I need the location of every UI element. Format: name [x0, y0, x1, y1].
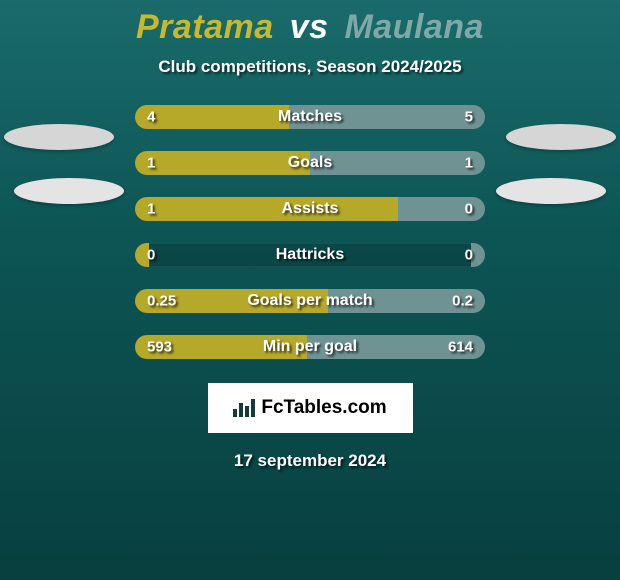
stat-bar-left [135, 197, 398, 221]
stat-bar-right [398, 197, 486, 221]
stats-container: 45Matches 11Goals 10Assists 00Hattricks 0.25… [135, 105, 485, 359]
stat-bar-left [135, 335, 307, 359]
stat-bar-left [135, 243, 149, 267]
stat-row: 593614Min per goal [135, 335, 485, 359]
content: Pratama vs Maulana Club competitions, Se… [0, 0, 620, 580]
stat-bar-right [328, 289, 486, 313]
stat-bar-right [310, 151, 485, 175]
stat-row: 10Assists [135, 197, 485, 221]
stat-row: 45Matches [135, 105, 485, 129]
stat-row: 11Goals [135, 151, 485, 175]
stat-bar-left [135, 289, 328, 313]
stat-row: 0.250.2Goals per match [135, 289, 485, 313]
brand-box: FcTables.com [208, 383, 413, 433]
stat-label: Hattricks [135, 246, 485, 264]
vs-label: vs [290, 8, 329, 46]
subtitle: Club competitions, Season 2024/2025 [0, 57, 620, 77]
decor-ellipse-left-2 [14, 178, 124, 204]
player1-name: Pratama [136, 8, 274, 46]
date-label: 17 september 2024 [0, 451, 620, 471]
page-title: Pratama vs Maulana [0, 8, 620, 47]
stat-bar-right [471, 243, 485, 267]
player2-name: Maulana [344, 8, 484, 46]
brand-text: FcTables.com [261, 397, 386, 419]
stat-row: 00Hattricks [135, 243, 485, 267]
stat-bar-left [135, 151, 310, 175]
stat-bar-right [307, 335, 486, 359]
stat-bar-right [289, 105, 485, 129]
stat-bar-left [135, 105, 289, 129]
decor-ellipse-right-2 [496, 178, 606, 204]
brand-chart-icon [233, 399, 255, 417]
decor-ellipse-left-1 [4, 124, 114, 150]
decor-ellipse-right-1 [506, 124, 616, 150]
